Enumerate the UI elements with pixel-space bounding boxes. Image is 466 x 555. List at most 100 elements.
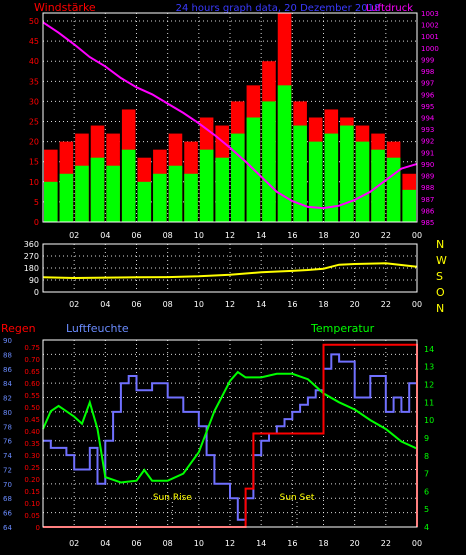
temperature-axis-title: Temperatur xyxy=(310,322,375,335)
right-tick-label: 1002 xyxy=(421,22,439,30)
rain-tick-label: 0.75 xyxy=(24,344,40,352)
x-tick-label: 18 xyxy=(318,300,328,309)
temperature-tick-label: 11 xyxy=(424,398,434,407)
rain-tick-label: 0.05 xyxy=(24,512,40,520)
compass-label: W xyxy=(436,254,447,267)
left-tick-label: 360 xyxy=(24,240,39,249)
temperature-tick-label: 5 xyxy=(424,505,429,514)
temperature-tick-label: 12 xyxy=(424,381,434,390)
plot-frame xyxy=(42,339,418,528)
x-tick-label: 08 xyxy=(163,539,173,548)
rain-tick-label: 0.35 xyxy=(24,440,40,448)
temperature-tick-label: 7 xyxy=(424,470,429,479)
x-tick-label: 14 xyxy=(256,300,266,309)
wind-bar xyxy=(386,157,401,222)
wind-bar xyxy=(277,85,292,222)
temperature-tick-label: 14 xyxy=(424,345,434,354)
left-tick-label: 0 xyxy=(34,218,39,227)
left-tick-label: 180 xyxy=(24,264,39,273)
axes: 646668707274767880828486889000.050.100.1… xyxy=(3,337,434,548)
left-tick-label: 25 xyxy=(29,118,39,127)
left-tick-label: 45 xyxy=(29,37,39,46)
x-tick-label: 04 xyxy=(100,539,110,548)
panel-rain-humidity-temperature: Regen Luftfeuchte Temperatur 64666870727… xyxy=(1,322,434,548)
right-tick-label: 990 xyxy=(421,161,434,169)
wind-bar xyxy=(324,133,339,222)
right-tick-label: 998 xyxy=(421,68,434,76)
wind-bar xyxy=(215,157,229,222)
x-tick-label: 16 xyxy=(287,300,297,309)
wind-bar xyxy=(293,125,307,222)
humidity-tick-label: 72 xyxy=(3,466,12,474)
direction-series xyxy=(42,262,418,280)
x-tick-label: 06 xyxy=(131,300,141,309)
humidity-tick-label: 84 xyxy=(3,380,12,388)
rain-tick-label: 0 xyxy=(36,524,40,532)
compass-label: S xyxy=(436,270,443,283)
humidity-tick-label: 74 xyxy=(3,452,12,460)
header-center-label: 24 hours graph data, 20 Dezember 2018 xyxy=(176,3,381,14)
temperature-tick-label: 4 xyxy=(424,523,429,532)
right-tick-label: 996 xyxy=(421,91,435,99)
temperature-tick-label: 8 xyxy=(424,452,429,461)
wind-bar xyxy=(340,125,354,222)
rain-tick-label: 0.55 xyxy=(24,392,40,400)
x-tick-label: 20 xyxy=(350,539,360,548)
rain-tick-label: 0.50 xyxy=(24,404,40,412)
wind-bar xyxy=(402,189,416,222)
wind-bar xyxy=(44,181,58,222)
grid xyxy=(43,339,418,527)
x-tick-label: 16 xyxy=(287,231,297,240)
x-tick-label: 08 xyxy=(163,231,173,240)
rain-tick-label: 0.70 xyxy=(24,356,40,364)
right-tick-label: 1001 xyxy=(421,33,439,41)
humidity-axis-title: Luftfeuchte xyxy=(66,322,129,335)
humidity-tick-label: 90 xyxy=(3,337,12,345)
wind-bar xyxy=(308,141,323,222)
x-tick-label: 20 xyxy=(350,231,360,240)
rain-tick-label: 0.25 xyxy=(24,464,40,472)
wind-bar xyxy=(231,133,245,222)
right-tick-label: 991 xyxy=(421,149,434,157)
temperature-tick-label: 9 xyxy=(424,434,429,443)
x-tick-label: 02 xyxy=(69,300,79,309)
left-tick-label: 10 xyxy=(29,178,39,187)
wind-bar xyxy=(153,173,167,222)
rain-tick-label: 0.20 xyxy=(24,476,40,484)
humidity-tick-label: 76 xyxy=(3,438,12,446)
right-tick-label: 995 xyxy=(421,103,434,111)
compass-label: O xyxy=(436,286,445,299)
wind-bar xyxy=(59,173,74,222)
left-tick-label: 35 xyxy=(29,77,39,86)
x-tick-label: 20 xyxy=(350,300,360,309)
wind-bar xyxy=(106,165,120,222)
panel-wind-pressure: Windstärke 24 hours graph data, 20 Dezem… xyxy=(29,1,439,240)
right-tick-label: 986 xyxy=(421,207,435,215)
right-tick-label: 1000 xyxy=(421,45,439,53)
pressure-line xyxy=(42,21,418,210)
humidity-tick-label: 88 xyxy=(3,351,12,359)
rain-tick-label: 0.10 xyxy=(24,500,40,508)
header-right-label: Luftdruck xyxy=(366,3,413,14)
wind-bar xyxy=(262,101,276,222)
humidity-tick-label: 66 xyxy=(3,510,12,518)
x-tick-label: 10 xyxy=(194,300,204,309)
temperature-tick-label: 6 xyxy=(424,487,429,496)
x-tick-label: 22 xyxy=(381,539,391,548)
x-tick-label: 14 xyxy=(256,539,266,548)
left-tick-label: 20 xyxy=(29,138,39,147)
compass-label: N xyxy=(436,238,444,251)
wind-bar xyxy=(121,149,136,222)
sun-annotation: Sun Rise xyxy=(153,493,192,503)
right-tick-label: 987 xyxy=(421,196,434,204)
humidity-tick-label: 86 xyxy=(3,366,12,374)
left-tick-label: 50 xyxy=(29,17,39,26)
x-tick-label: 04 xyxy=(100,300,110,309)
wind-bar xyxy=(137,181,152,222)
rain-tick-label: 0.65 xyxy=(24,368,40,376)
direction-line xyxy=(42,262,418,280)
x-tick-label: 12 xyxy=(225,300,235,309)
x-tick-label: 10 xyxy=(194,539,204,548)
